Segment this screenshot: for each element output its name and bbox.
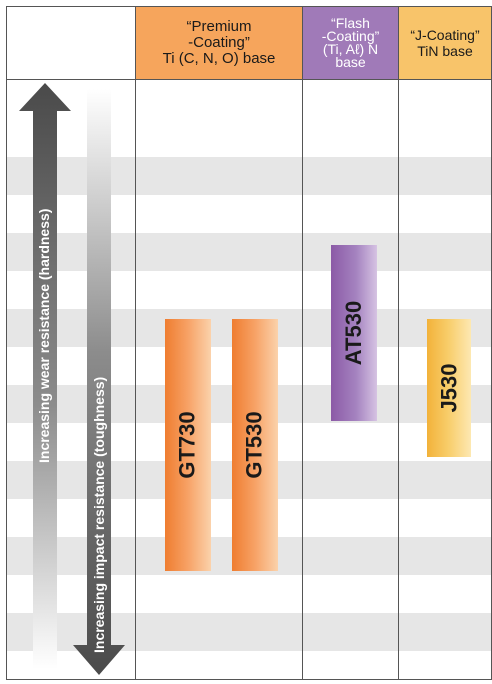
grade-bar-at530: AT530: [331, 245, 377, 421]
header-divider: [7, 79, 491, 80]
j-coating-header: “J-Coating” TiN base: [399, 7, 491, 79]
wear-resistance-arrow: [19, 83, 71, 669]
impact-resistance-label: Increasing impact resistance (toughness): [91, 376, 107, 653]
flash-header-line-3: (Ti, Aℓ) N: [322, 41, 379, 57]
premium-header-line-2: -Coating”: [188, 34, 250, 51]
j-header-line-2: TiN base: [417, 43, 473, 59]
flash-header-line-1: “Flash: [331, 15, 370, 31]
premium-header-line-3: Ti (C, N, O) base: [162, 50, 276, 67]
premium-coating-header: “Premium -Coating” Ti (C, N, O) base: [136, 7, 302, 79]
grade-bar-j530: J530: [427, 319, 471, 457]
grade-label-gt730: GT730: [175, 411, 201, 479]
grade-bar-gt730: GT730: [165, 319, 211, 571]
flash-coating-header: “Flash -Coating” (Ti, Aℓ) N base: [303, 7, 398, 79]
column-divider: [398, 7, 399, 679]
grade-bar-gt530: GT530: [232, 319, 278, 571]
grade-chart: “Premium -Coating” Ti (C, N, O) base “Fl…: [6, 6, 492, 680]
grade-label-gt530: GT530: [242, 411, 268, 479]
grade-label-at530: AT530: [341, 300, 366, 366]
column-divider: [135, 7, 136, 679]
premium-header-line-1: “Premium: [186, 18, 252, 35]
flash-header-line-4: base: [335, 54, 366, 70]
impact-resistance-arrow: [73, 89, 125, 675]
column-divider: [302, 7, 303, 679]
flash-header-line-2: -Coating”: [321, 28, 380, 44]
arrows-graphic: [19, 83, 125, 675]
j-header-line-1: “J-Coating”: [410, 27, 480, 43]
wear-resistance-label: Increasing wear resistance (hardness): [36, 208, 52, 463]
grade-label-j530: J530: [436, 363, 462, 413]
